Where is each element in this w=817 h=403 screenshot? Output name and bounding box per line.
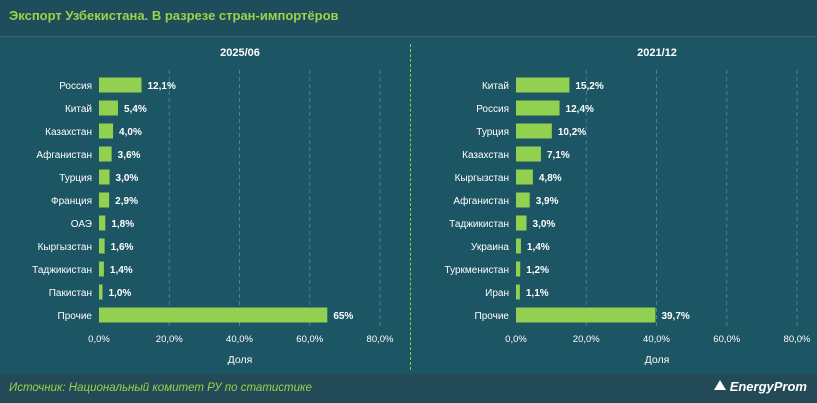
panel1-bar [99,192,110,208]
panel2-data-label: 7,1% [547,150,570,161]
panel2-data-label: 12,4% [566,104,594,115]
panel2-category-label: Украина [471,242,510,253]
panel2-data-label: 4,8% [539,173,562,184]
panel2-data-label: 3,0% [533,219,556,230]
panel1-bar [99,238,105,254]
panel1-data-label: 3,6% [118,150,141,161]
panel1-category-label: Пакистан [49,288,92,299]
panel1-category-label: Казахстан [45,127,92,138]
panel1-bar [99,100,118,116]
panel2-x-tick-label: 0,0% [505,334,527,345]
panel1-data-label: 3,0% [116,173,139,184]
panel1-category-label: Кыргызстан [38,242,92,253]
brand-name: EnergyProm [729,379,807,394]
panel1-data-label: 1,4% [110,265,133,276]
panel1-x-tick-label: 0,0% [88,334,110,345]
energyprom-logo-icon [712,379,728,394]
panel2-data-label: 39,7% [661,311,689,322]
panel1-x-axis-label: Доля [228,354,253,366]
source-note: Источник: Национальный комитет РУ по ста… [9,382,312,394]
panel1-category-label: Франция [51,196,92,207]
panel2-category-label: Турция [476,127,509,138]
panel2-bar [516,146,541,162]
panel1-data-label: 1,6% [111,242,134,253]
panel2-x-axis-label: Доля [645,354,670,366]
panel1-category-label: Турция [59,173,92,184]
panel2-bar [516,307,656,323]
panel2-x-tick-label: 80,0% [784,334,811,345]
panel2-category-label: Афганистан [453,195,509,207]
panel2-data-label: 15,2% [575,81,603,92]
panel1-bar [99,307,328,323]
panel2-category-label: Прочие [475,311,510,322]
panel2-data-label: 3,9% [536,196,559,207]
panel1-bar [99,169,110,185]
panel1-category-label: Прочие [58,311,93,322]
panel1-data-label: 1,0% [109,288,132,299]
panel1-x-tick-label: 20,0% [156,334,183,345]
panel2-x-tick-label: 20,0% [573,334,600,345]
panel1-bar [99,123,114,139]
panel2-bar [516,123,552,139]
panel1-bar [99,146,112,162]
panel2-category-label: Россия [476,104,509,115]
panel1-category-label: Афганистан [36,149,92,161]
panel1-category-label: Россия [59,81,92,92]
panel1-category-label: Таджикистан [32,265,92,276]
panel1-x-tick-label: 40,0% [226,334,253,345]
brand-logo: EnergyProm [712,379,807,394]
panel2-bar [516,284,520,300]
panel2-category-label: Казахстан [462,150,509,161]
panel2-bar [516,261,521,277]
panel2-category-label: Кыргызстан [455,173,509,184]
panel1-title: 2025/06 [220,47,260,59]
panel2-bar [516,77,570,93]
panel2-data-label: 1,2% [526,265,549,276]
panel2-category-label: Туркменистан [445,265,509,276]
panel2-bar [516,192,530,208]
panel1-data-label: 4,0% [119,127,142,138]
panel2-title: 2021/12 [637,47,677,59]
panel1-bar [99,215,106,231]
footer-bar: Источник: Национальный комитет РУ по ста… [0,374,817,403]
panel1-bar [99,77,142,93]
panel1-data-label: 1,8% [111,219,134,230]
panel1-data-label: 2,9% [115,196,138,207]
panel1-category-label: ОАЭ [71,219,92,230]
panel2-bar [516,238,521,254]
panel1-x-tick-label: 80,0% [367,334,394,345]
panel2-category-label: Таджикистан [449,219,509,230]
panel2-category-label: Китай [482,81,509,92]
page-title: Экспорт Узбекистана. В разрезе стран-имп… [9,8,339,23]
panel1-bar [99,284,103,300]
panel2-bar [516,100,560,116]
header-bar: Экспорт Узбекистана. В разрезе стран-имп… [0,0,817,37]
panel1-x-tick-label: 60,0% [296,334,323,345]
panel2-x-tick-label: 40,0% [643,334,670,345]
charts-area: 2025/06 0,0% 20,0% 40,0% 60,0% 80,0% Доля Росси… [32,47,811,366]
panel2-x-tick-label: 60,0% [713,334,740,345]
panel2-bar [516,215,527,231]
panel2-data-label: 1,4% [527,242,550,253]
panel1-data-label: 65% [333,311,353,322]
panel2-bar [516,169,533,185]
panel2-data-label: 1,1% [526,288,549,299]
panel1-category-label: Китай [65,104,92,115]
panel-divider [410,44,411,370]
panel2-category-label: Иран [485,288,509,299]
panel2-data-label: 10,2% [558,127,586,138]
panel1-bar [99,261,104,277]
panel1-data-label: 12,1% [148,81,176,92]
panel1-data-label: 5,4% [124,104,147,115]
